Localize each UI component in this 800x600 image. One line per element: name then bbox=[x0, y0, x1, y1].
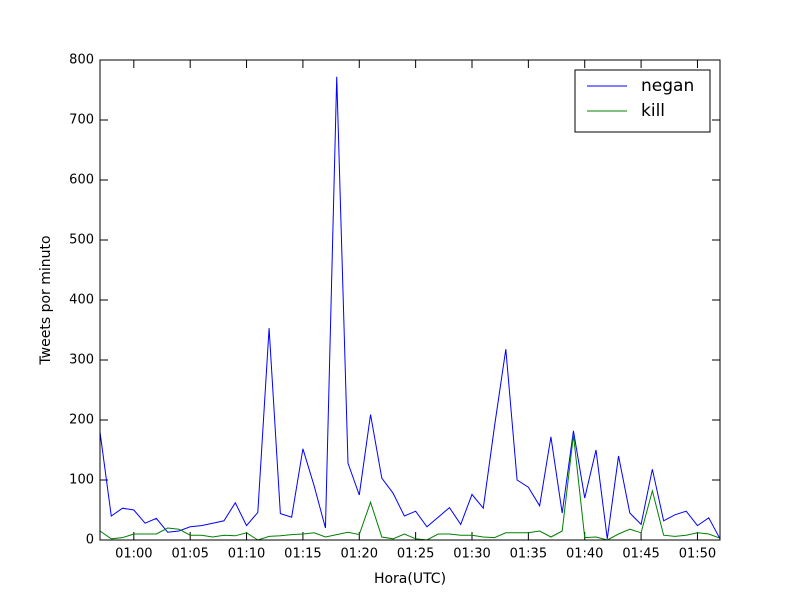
y-tick-label: 400 bbox=[69, 293, 94, 308]
plot-frame bbox=[99, 59, 721, 541]
x-tick-label: 01:30 bbox=[453, 547, 490, 562]
y-tick-label: 300 bbox=[69, 353, 94, 368]
x-tick-label: 01:25 bbox=[397, 547, 434, 562]
x-tick-label: 01:10 bbox=[228, 547, 265, 562]
x-tick-label: 01:20 bbox=[341, 547, 378, 562]
y-tick-label: 100 bbox=[69, 473, 94, 488]
x-tick-label: 01:45 bbox=[622, 547, 659, 562]
y-tick-label: 800 bbox=[69, 53, 94, 68]
y-tick-label: 500 bbox=[69, 233, 94, 248]
y-tick-label: 0 bbox=[86, 533, 94, 548]
x-tick-label: 01:00 bbox=[115, 547, 152, 562]
x-tick-label: 01:05 bbox=[171, 547, 208, 562]
x-tick-label: 01:15 bbox=[284, 547, 321, 562]
y-tick-label: 200 bbox=[69, 413, 94, 428]
data-line bbox=[99, 434, 721, 541]
x-tick-label: 01:40 bbox=[566, 547, 603, 562]
legend-label: negan bbox=[641, 76, 694, 96]
data-line bbox=[99, 76, 721, 540]
y-tick-label: 600 bbox=[69, 173, 94, 188]
x-tick-label: 01:50 bbox=[679, 547, 716, 562]
x-tick-label: 01:35 bbox=[510, 547, 547, 562]
y-axis-label: Tweets por minuto bbox=[38, 235, 54, 365]
x-axis-label: Hora(UTC) bbox=[374, 571, 446, 587]
legend-label: kill bbox=[641, 101, 665, 121]
legend-box bbox=[574, 69, 711, 133]
y-tick-label: 700 bbox=[69, 113, 94, 128]
